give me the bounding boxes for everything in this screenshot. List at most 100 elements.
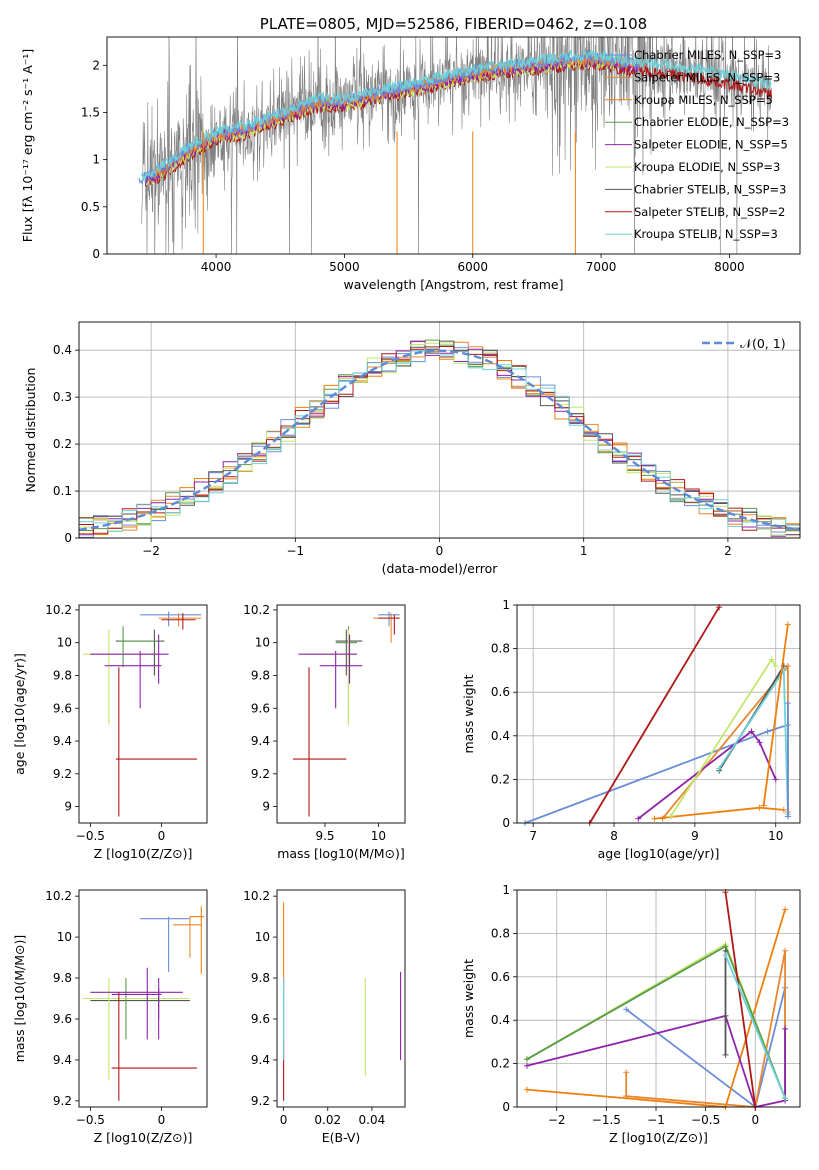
- y-axis-label: mass weight: [461, 674, 476, 753]
- y-tick-label: 0.8: [491, 926, 510, 940]
- series-line: [589, 606, 720, 824]
- series-line: [637, 730, 777, 820]
- legend-entry: Salpeter MILES, N_SSP=3: [634, 70, 780, 84]
- panel-residuals: −2 −1 0 1 2 0 0.1 0.2 0.3 0.4 (data-model)/error No…: [23, 321, 801, 576]
- y-tick-label: 9: [64, 800, 72, 814]
- model-spectrum-line: [141, 48, 772, 181]
- x-tick-label: 0.04: [359, 1113, 386, 1127]
- y-axis-label: mass weight: [461, 959, 476, 1038]
- x-tick-label: 7000: [586, 260, 617, 274]
- legend-entry: Salpeter ELODIE, N_SSP=5: [634, 138, 788, 152]
- y-tick-label: 10: [57, 636, 72, 650]
- y-tick-label: 0.5: [81, 200, 100, 214]
- y-tick-label: 1.5: [81, 105, 100, 119]
- series-line: [654, 806, 784, 820]
- x-tick-label: −1: [286, 544, 304, 558]
- x-tick-label: 2: [724, 544, 732, 558]
- y-tick-label: 0.4: [491, 729, 510, 743]
- series-line: [669, 657, 777, 817]
- x-tick-label: −1: [647, 1113, 665, 1127]
- y-tick-label: 2: [92, 58, 100, 72]
- axes-frame: [78, 604, 208, 824]
- x-tick-label: 8: [610, 829, 618, 843]
- legend-entry: Kroupa MILES, N_SSP=5: [634, 93, 773, 107]
- y-tick-label: 0: [502, 816, 510, 830]
- y-tick-label: 10.2: [45, 889, 72, 903]
- x-axis-label: E(B-V): [322, 1130, 361, 1145]
- y-tick-label: 0.6: [491, 685, 510, 699]
- spectrum-lines: [138, 37, 773, 254]
- x-axis-label: (data-model)/error: [382, 561, 499, 576]
- x-axis-label: Z [log10(Z/Z⊙)]: [609, 1130, 708, 1145]
- histogram-steps: [79, 339, 800, 538]
- y-tick-label: 9.4: [251, 734, 270, 748]
- y-tick-label: 0: [502, 1100, 510, 1114]
- y-tick-label: 9.2: [53, 1094, 72, 1108]
- series-line: [724, 954, 786, 1099]
- y-tick-label: 9.4: [53, 1053, 72, 1067]
- x-tick-label: 4000: [201, 260, 232, 274]
- y-tick-label: 1: [92, 153, 100, 167]
- y-tick-label: 1: [502, 598, 510, 612]
- series-line: [762, 624, 789, 806]
- x-tick-label: 1: [580, 544, 588, 558]
- axes-frame: [516, 889, 801, 1108]
- y-tick-label: 0.1: [53, 484, 72, 498]
- y-axis-label: Normed distribution: [23, 368, 38, 493]
- y-tick-label: 0.2: [491, 772, 510, 786]
- x-axis-label: age [log10(age/yr)]: [598, 846, 720, 861]
- y-tick-label: 9.2: [251, 1094, 270, 1108]
- chart-title: PLATE=0805, MJD=52586, FIBERID=0462, z=0…: [260, 15, 647, 33]
- y-tick-label: 0.4: [491, 1013, 510, 1027]
- x-axis-label: Z [log10(Z/Z⊙)]: [94, 846, 193, 861]
- y-tick-label: 9.6: [53, 701, 72, 715]
- y-tick-label: 9.4: [251, 1053, 270, 1067]
- x-tick-label: 0.02: [314, 1113, 341, 1127]
- panel-age_vs_Z: −0.5 0 9 9.2 9.4 9.6 9.8 10 10.2 Z [log10(Z/Z⊙)] a…: [12, 603, 208, 861]
- y-axis-label: age [log10(age/yr)]: [12, 653, 27, 775]
- y-tick-label: 0: [92, 247, 100, 261]
- legend-entry: Kroupa ELODIE, N_SSP=3: [634, 160, 780, 174]
- y-tick-label: 9.6: [251, 1012, 270, 1026]
- y-tick-label: 9: [262, 800, 270, 814]
- panel-mass_vs_Z: −0.5 0 9.2 9.4 9.6 9.8 10 10.2 Z [log10(Z/Z⊙)] ma…: [12, 889, 208, 1145]
- x-tick-label: 10: [371, 829, 386, 843]
- legend-entry: Chabrier STELIB, N_SSP=3: [634, 182, 786, 196]
- x-tick-label: 10: [768, 829, 783, 843]
- x-tick-label: 7: [529, 829, 537, 843]
- axes-frame: [276, 604, 406, 824]
- axes-frame: [106, 36, 801, 255]
- y-tick-label: 9.8: [251, 668, 270, 682]
- legend-entry: 𝒩(0, 1): [740, 336, 786, 351]
- x-tick-label: 0: [158, 1113, 166, 1127]
- panel-spectrum: 4000 5000 6000 7000 8000 0 0.5 1 1.5 2 wavelength …: [20, 15, 801, 292]
- legend-entry: Kroupa STELIB, N_SSP=3: [634, 227, 778, 241]
- y-tick-label: 0.3: [53, 390, 72, 404]
- legend-entry: Chabrier MILES, N_SSP=3: [634, 48, 781, 62]
- y-tick-label: 0.8: [491, 642, 510, 656]
- y-tick-label: 9.6: [53, 1012, 72, 1026]
- x-tick-label: 9: [691, 829, 699, 843]
- x-tick-label: 6000: [457, 260, 488, 274]
- y-axis-label: Flux [fλ 10⁻¹⁷ erg cm⁻² s⁻¹ A⁻¹]: [20, 49, 35, 242]
- y-tick-label: 10: [255, 930, 270, 944]
- x-tick-label: 0: [280, 1113, 288, 1127]
- x-tick-label: 0: [751, 1113, 759, 1127]
- series-line: [626, 950, 786, 1108]
- x-tick-label: −2: [548, 1113, 566, 1127]
- y-tick-label: 9.8: [53, 668, 72, 682]
- x-tick-label: −0.5: [76, 1113, 105, 1127]
- y-tick-label: 10: [255, 636, 270, 650]
- series-line: [724, 892, 757, 1108]
- panel-mass_vs_EBV: 0 0.02 0.04 9.2 9.4 9.6 9.8 10 10.2 E(B-V): [243, 889, 406, 1145]
- x-tick-label: 0: [436, 544, 444, 558]
- x-axis-label: wavelength [Angstrom, rest frame]: [343, 277, 563, 292]
- x-tick-label: −0.5: [691, 1113, 720, 1127]
- y-tick-label: 0.6: [491, 970, 510, 984]
- normal-distribution-curve: [79, 349, 800, 531]
- y-tick-label: 9.8: [53, 971, 72, 985]
- y-tick-label: 10: [57, 930, 72, 944]
- y-tick-label: 9.8: [251, 971, 270, 985]
- y-tick-label: 1: [502, 883, 510, 897]
